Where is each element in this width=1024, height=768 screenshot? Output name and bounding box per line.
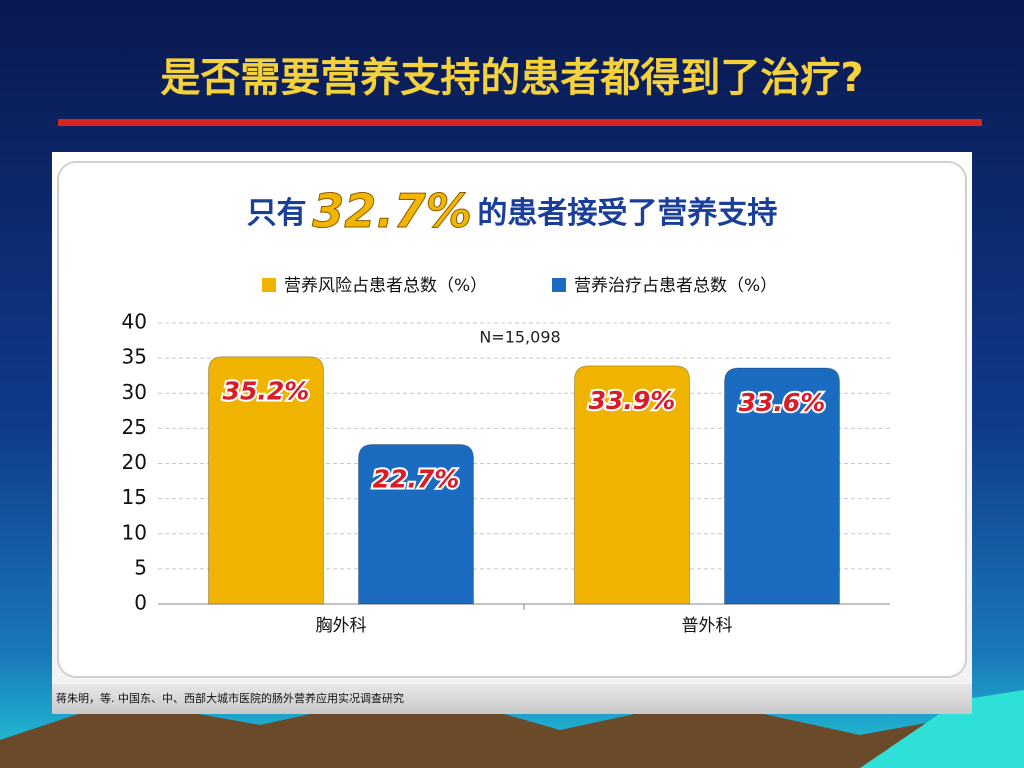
slide-title: 是否需要营养支持的患者都得到了治疗? [160,55,863,101]
chart-title: 只有 32.7% 的患者接受了营养支持 [247,184,778,238]
legend-label: 营养治疗占患者总数（%） [574,276,777,296]
y-tick-label: 10 [122,520,147,544]
value-label: 33.9% [589,386,676,415]
value-label: 22.7% [373,465,460,494]
mountains [0,690,1024,768]
chart-title-highlight: 32.7% [312,184,472,238]
footnote: 蒋朱明，等. 中国东、中、西部大城市医院的肠外营养应用实况调查研究 [56,691,404,705]
y-tick-label: 35 [122,345,147,369]
y-tick-label: 15 [122,485,147,509]
y-tick-label: 5 [134,555,147,579]
y-tick-label: 30 [122,380,147,404]
y-tick-label: 25 [122,415,147,439]
chart-title-part: 只有 [247,196,307,231]
legend-swatch [552,278,566,292]
x-tick-label: 胸外科 [316,616,367,636]
plot: 0 5 10 15 20 25 30 35 40 营养风险占患者总数（%） 营养治疗占患者总数（%）… [122,276,890,636]
footnote-strip [52,684,972,714]
bar [574,365,690,605]
y-tick-label: 20 [122,450,147,474]
bar [358,444,474,605]
bar [724,367,840,605]
sea [860,690,1024,768]
legend-label: 营养风险占患者总数（%） [284,276,487,296]
bar [208,356,324,605]
value-label: 35.2% [223,377,310,406]
value-label: 33.6% [739,388,826,417]
legend-swatch [262,278,276,292]
y-tick-label: 0 [134,591,147,615]
y-tick-label: 40 [122,310,147,334]
title-rule [58,119,982,126]
annotation: N=15,098 [479,328,560,347]
x-tick-label: 普外科 [682,616,733,636]
chart-title-part: 的患者接受了营养支持 [477,196,777,231]
